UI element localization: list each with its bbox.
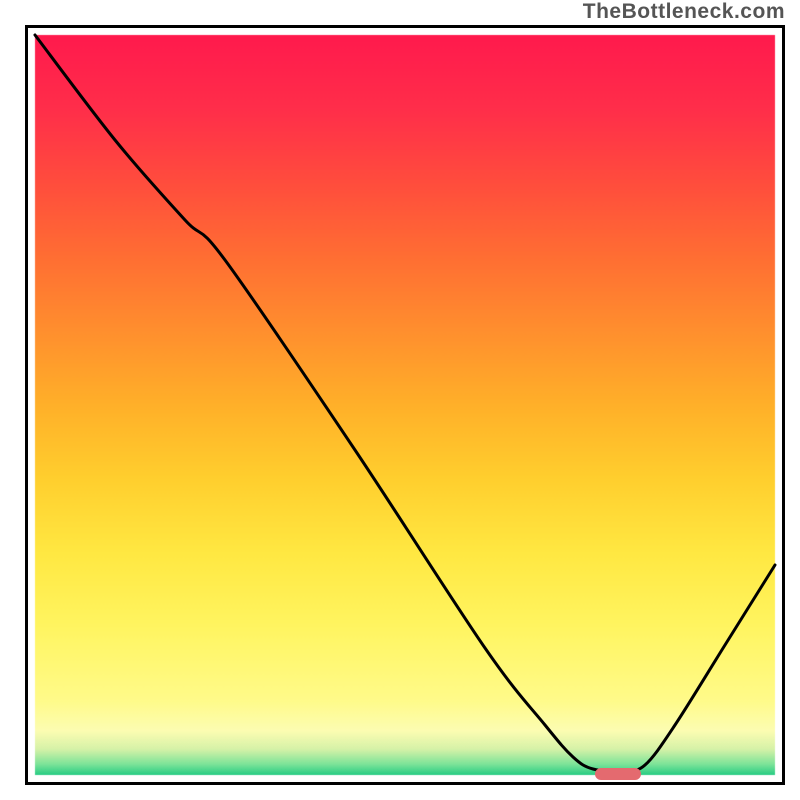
watermark-text: TheBottleneck.com [583,0,785,24]
plot-area [25,25,785,785]
curve-line [35,35,775,771]
chart-svg [25,25,785,785]
optimum-marker [595,768,641,780]
plot-border [27,27,784,784]
